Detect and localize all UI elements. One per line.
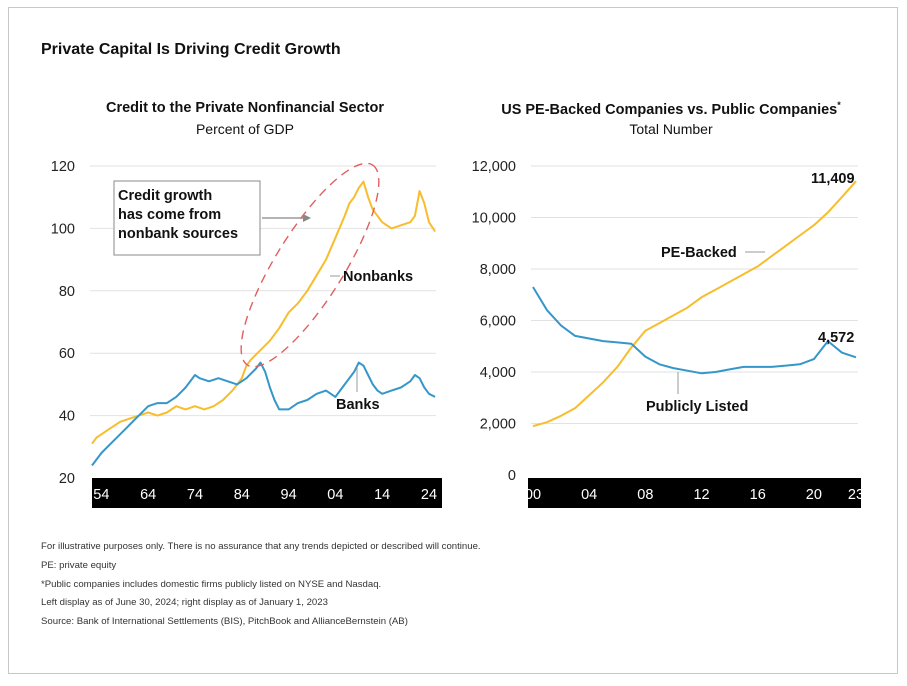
y-tick-label: 0: [508, 468, 516, 484]
series-line-nonbanks: [91, 180, 436, 445]
left-x-axis: 54 64 74 84 94 04 14 24: [93, 487, 437, 503]
right-chart-title: US PE-Backed Companies vs. Public Compan…: [501, 100, 841, 118]
left-x-axis-band: [92, 478, 442, 508]
end-label-publicly-listed: 4,572: [818, 330, 854, 346]
y-tick-label: 40: [59, 409, 75, 425]
y-tick-label: 20: [59, 471, 75, 487]
y-tick-label: 8,000: [480, 262, 516, 278]
right-y-axis: 0 2,000 4,000 6,000 8,000 10,000 12,000: [472, 159, 516, 484]
series-line-pe-backed: [532, 180, 857, 428]
y-tick-label: 2,000: [480, 417, 516, 433]
footnote-source: Source: Bank of International Settlement…: [41, 616, 408, 628]
end-label-pe-backed: 11,409: [811, 171, 855, 187]
x-tick-label: 04: [581, 487, 597, 503]
figure-frame: [8, 7, 898, 674]
callout-line-3: nonbank sources: [118, 226, 238, 242]
x-tick-label: 74: [187, 487, 203, 503]
callout-arrowhead: [303, 214, 311, 222]
x-tick-label: 24: [421, 487, 437, 503]
y-tick-label: 12,000: [472, 159, 516, 175]
y-tick-label: 100: [51, 221, 75, 237]
footnote-pe-definition: PE: private equity: [41, 559, 117, 571]
highlight-ellipse: [240, 162, 380, 368]
x-tick-label: 84: [234, 487, 250, 503]
left-chart-subtitle: Percent of GDP: [195, 121, 295, 137]
label-banks: Banks: [336, 397, 380, 413]
x-tick-label: 16: [750, 487, 766, 503]
y-tick-label: 6,000: [480, 314, 516, 330]
left-y-axis: 20 40 60 80 100 120: [51, 159, 75, 487]
right-x-axis: 00 04 08 12 16 20 23: [525, 487, 864, 503]
callout-line-1: Credit growth: [118, 188, 212, 204]
series-line-banks: [91, 361, 436, 467]
x-tick-label: 00: [525, 487, 541, 503]
y-tick-label: 120: [51, 159, 75, 175]
y-tick-label: 80: [59, 284, 75, 300]
figure-title: Private Capital Is Driving Credit Growth: [41, 41, 341, 58]
x-tick-label: 08: [637, 487, 653, 503]
y-tick-label: 60: [59, 346, 75, 362]
x-tick-label: 20: [806, 487, 822, 503]
right-gridlines: [531, 165, 858, 424]
title-asterisk: *: [837, 100, 841, 110]
x-tick-label: 12: [693, 487, 709, 503]
label-publicly-listed: Publicly Listed: [646, 399, 748, 415]
left-chart-title: Credit to the Private Nonfinancial Secto…: [106, 100, 384, 116]
right-chart: 0 2,000 4,000 6,000 8,000 10,000 12,000 00 04 08…: [472, 159, 864, 508]
x-tick-label: 64: [140, 487, 156, 503]
footnote-disclaimer: For illustrative purposes only. There is…: [41, 541, 481, 552]
label-pe-backed: PE-Backed: [661, 245, 737, 261]
y-tick-label: 10,000: [472, 211, 516, 227]
x-tick-label: 23: [848, 487, 864, 503]
left-chart: 20 40 60 80 100 120 54 64 74 84 94 04 14 24 Credit g…: [51, 159, 442, 508]
series-line-publicly-listed: [532, 286, 857, 375]
x-tick-label: 14: [374, 487, 390, 503]
footnotes: For illustrative purposes only. There is…: [41, 538, 481, 632]
right-x-axis-band: [528, 478, 861, 508]
y-tick-label: 4,000: [480, 365, 516, 381]
callout-box: [113, 180, 261, 256]
x-tick-label: 04: [327, 487, 343, 503]
right-chart-subtitle: Total Number: [629, 121, 713, 137]
footnote-dates: Left display as of June 30, 2024; right …: [41, 597, 328, 609]
callout-line-2: has come from: [118, 207, 221, 223]
x-tick-label: 54: [93, 487, 109, 503]
footnote-public-companies: *Public companies includes domestic firm…: [41, 578, 382, 590]
label-nonbanks: Nonbanks: [343, 269, 413, 285]
x-tick-label: 94: [281, 487, 297, 503]
